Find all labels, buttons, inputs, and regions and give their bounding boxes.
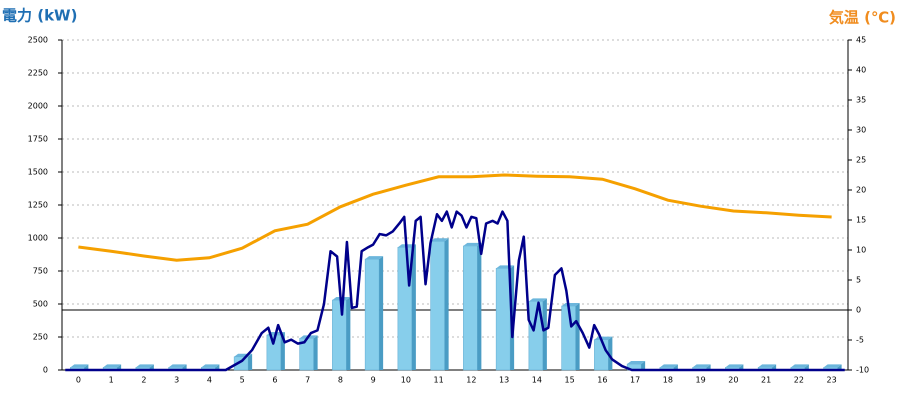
y2-tick-label: 25 [856,156,866,165]
y2-tick-label: 10 [856,246,866,255]
bar [430,241,445,371]
bar-top [758,364,777,368]
bar-side [313,335,318,370]
bar-top [168,364,187,368]
bar-side [706,364,711,370]
bar [594,339,609,371]
bar-side [411,244,416,370]
bar-side [379,256,384,370]
bar-top [201,364,220,368]
x-tick-label: 3 [174,376,179,385]
bar [463,245,478,371]
bar-side [673,364,678,370]
bar-side [641,361,646,370]
y2-tick-label: 45 [856,36,866,45]
y2-tick-label: -5 [856,336,864,345]
x-tick-label: 4 [207,376,212,385]
bar-top [103,364,122,368]
y-tick-label: 250 [33,333,48,342]
y-tick-label: 1250 [28,201,48,210]
y2-tick-label: 40 [856,66,866,75]
y2-tick-label: 5 [856,276,861,285]
x-tick-label: 15 [565,376,575,385]
y2-tick-label: 30 [856,126,866,135]
x-tick-label: 17 [630,376,640,385]
bar-top [692,364,711,368]
power-line [65,210,845,372]
x-tick-label: 9 [371,376,376,385]
y2-tick-label: 35 [856,96,866,105]
bar-side [149,364,154,370]
x-tick-label: 7 [305,376,310,385]
bar-side [84,364,89,370]
x-tick-label: 12 [466,376,476,385]
bar-top [627,361,646,365]
bar [364,258,380,371]
y2-tick-label: 0 [856,306,861,315]
bar-side [346,297,351,370]
y-tick-label: 0 [43,366,48,375]
bar-side [117,364,122,370]
x-tick-label: 13 [499,376,509,385]
y-axis-title: 電力 (kW) [2,7,77,25]
bar-side [542,298,547,370]
bar-side [804,364,809,370]
bar-top [365,256,384,260]
x-tick-label: 21 [761,376,771,385]
x-tick-label: 14 [532,376,542,385]
bar-side [837,364,842,370]
y-tick-label: 1000 [28,234,48,243]
x-tick-label: 19 [696,376,706,385]
x-tick-label: 10 [401,376,411,385]
bar-top [561,302,580,306]
x-tick-label: 16 [597,376,607,385]
y-tick-label: 2000 [28,102,48,111]
y-tick-label: 2500 [28,36,48,45]
bar-side [477,242,482,370]
bar-top [725,364,744,368]
y-tick-label: 1500 [28,168,48,177]
temperature-line [78,173,832,262]
x-tick-label: 1 [109,376,114,385]
x-tick-label: 23 [827,376,837,385]
bar [495,268,511,371]
y-tick-label: 1750 [28,135,48,144]
x-tick-label: 22 [794,376,804,385]
bar-top [430,238,449,242]
x-tick-label: 20 [728,376,738,385]
bar-side [772,364,777,370]
bar-side [608,336,613,370]
bar [332,299,347,371]
y-tick-label: 2250 [28,69,48,78]
x-tick-label: 18 [663,376,673,385]
bar-side [215,364,220,370]
bar-side [444,238,449,370]
bar-top [528,298,547,302]
x-tick-label: 0 [76,376,81,385]
bar-side [575,302,580,370]
bar-side [248,353,253,370]
x-tick-label: 2 [141,376,146,385]
bar-top [463,242,482,246]
y-tick-label: 750 [33,267,48,276]
x-tick-label: 11 [434,376,444,385]
bar-side [739,364,744,370]
bar-top [790,364,809,368]
y2-axis-title: 気温 (℃) [829,9,896,27]
bar-top [70,364,89,368]
bar-top [594,336,613,340]
bar-side [182,364,187,370]
x-tick-label: 6 [272,376,277,385]
y-tick-label: 500 [33,300,48,309]
bar-top [659,364,678,368]
bar-top [823,364,842,368]
x-tick-label: 5 [240,376,245,385]
bar-top [135,364,154,368]
x-tick-label: 8 [338,376,343,385]
y2-tick-label: 15 [856,216,866,225]
y2-tick-label: 20 [856,186,866,195]
bar [397,246,413,371]
y2-tick-label: -10 [856,366,869,375]
